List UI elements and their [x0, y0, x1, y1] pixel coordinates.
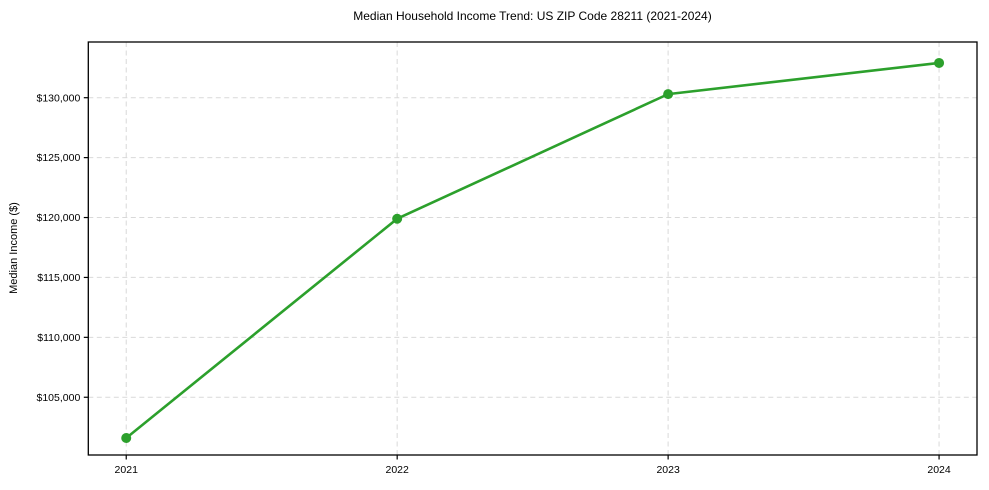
trend-line [124, 61, 941, 440]
y-tick-label: $105,000 [37, 392, 81, 404]
x-tick-label: 2022 [385, 464, 409, 476]
y-tick-label: $120,000 [37, 212, 81, 224]
y-tick-label: $125,000 [37, 152, 81, 164]
plot-border [87, 41, 978, 456]
y-tick-label: $115,000 [37, 272, 80, 284]
y-axis-label: Median Income ($) [8, 202, 20, 294]
data-point-2022 [392, 213, 403, 224]
chart-title: Median Household Income Trend: US ZIP Co… [353, 9, 712, 23]
data-point-2024 [934, 57, 945, 68]
x-tick-label: 2021 [115, 464, 139, 476]
x-tick-label: 2024 [927, 464, 951, 476]
data-point-2021 [121, 432, 132, 443]
data-point-2023 [663, 89, 674, 100]
y-tick-label: $130,000 [37, 92, 81, 104]
y-tick-label: $110,000 [37, 332, 80, 344]
x-tick-label: 2023 [656, 464, 680, 476]
